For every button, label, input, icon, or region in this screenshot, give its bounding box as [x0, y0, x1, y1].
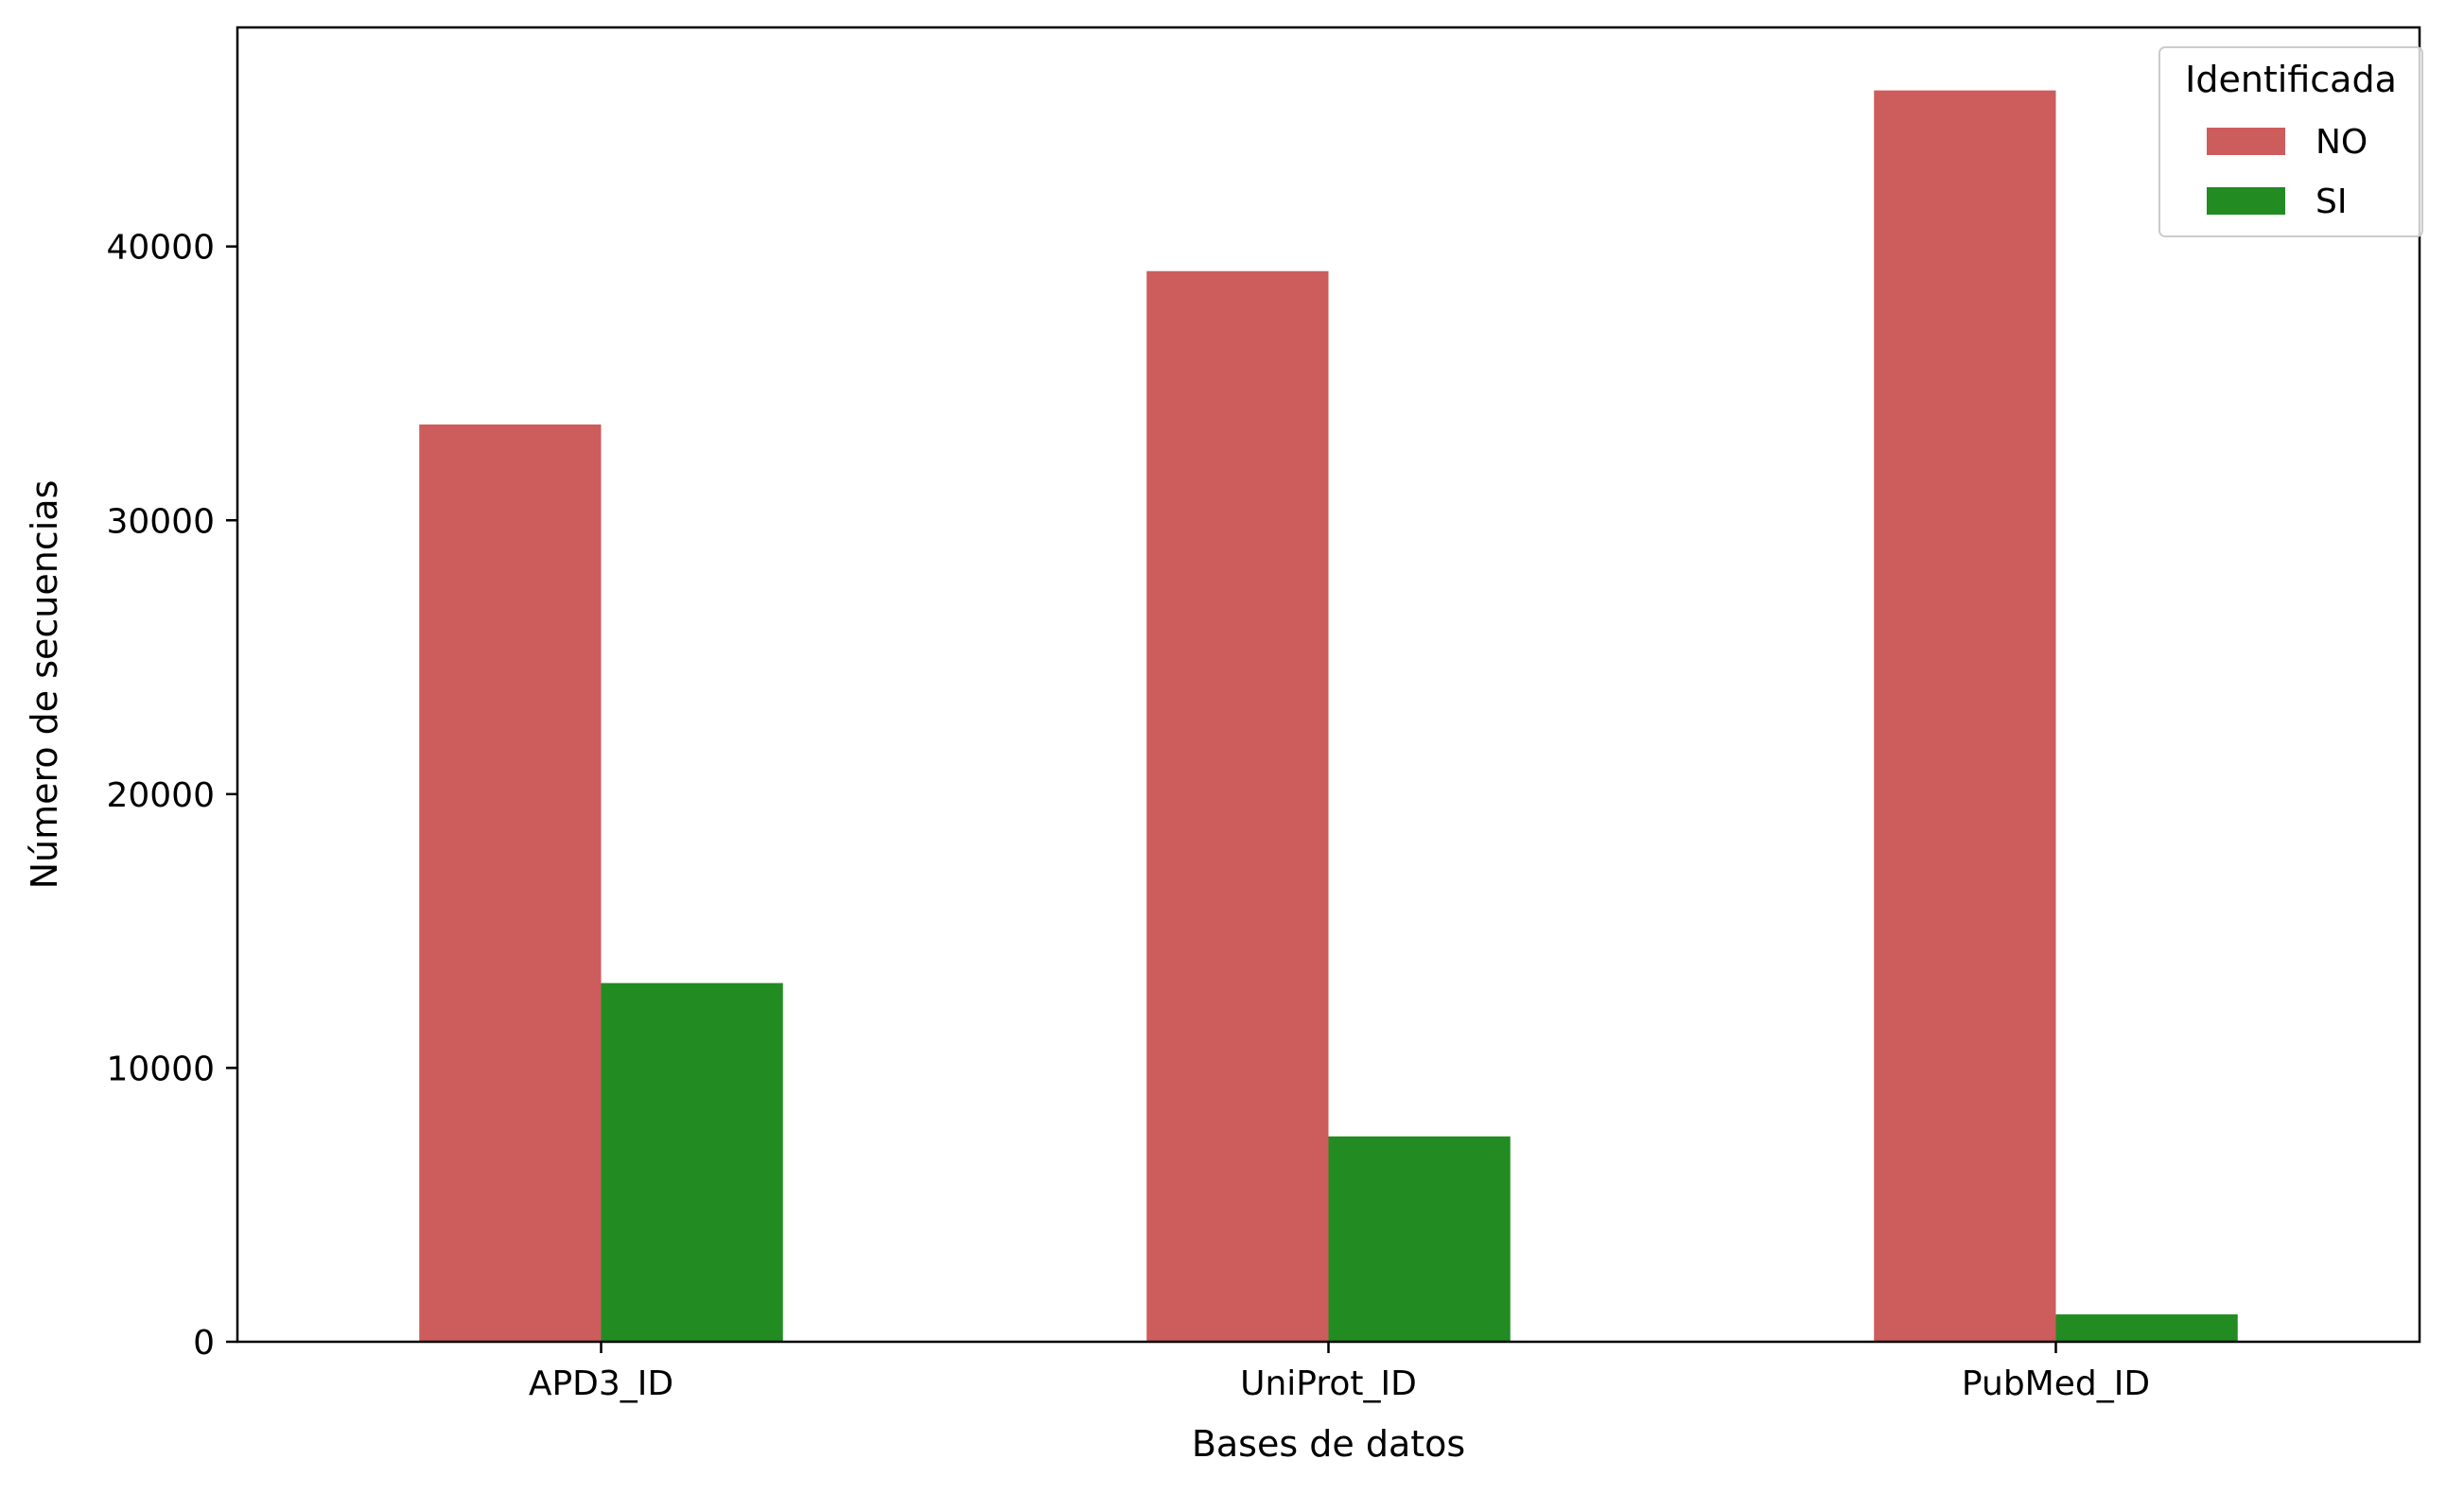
legend-entries: NO SI	[2207, 123, 2368, 221]
x-tick-label: UniProt_ID	[1240, 1364, 1417, 1403]
bar-no-uniprot-id	[1146, 270, 1329, 1343]
y-tick-label: 40000	[106, 229, 215, 268]
bar-no-pubmed-id	[1874, 90, 2056, 1343]
axes-layer: 0 10000 20000 30000 40000 APD3_ID UniProt_ID Pu…	[106, 26, 2421, 1403]
legend-label-no: NO	[2315, 123, 2368, 162]
x-axis-label: Bases de datos	[1192, 1423, 1465, 1465]
legend-label-si: SI	[2315, 182, 2347, 221]
y-tick-label: 20000	[106, 776, 215, 815]
y-axis-label: Número de secuencias	[24, 480, 65, 890]
legend-swatch-no	[2207, 128, 2285, 155]
bars-layer	[419, 90, 2238, 1343]
legend: Identificada NO SI	[2158, 46, 2423, 237]
bar-si-pubmed-id	[2055, 1314, 2238, 1342]
y-tick-label: 30000	[106, 502, 215, 541]
bar-no-apd3-id	[419, 424, 602, 1342]
y-tick-label: 10000	[106, 1050, 215, 1088]
y-tick-label: 0	[193, 1324, 215, 1363]
bar-si-apd3-id	[601, 982, 783, 1342]
x-tick-label: PubMed_ID	[1962, 1364, 2150, 1403]
x-tick-label: APD3_ID	[529, 1364, 673, 1403]
legend-swatch-si	[2207, 187, 2285, 215]
legend-title: Identificada	[2185, 59, 2397, 100]
bar-si-uniprot-id	[1328, 1136, 1511, 1342]
